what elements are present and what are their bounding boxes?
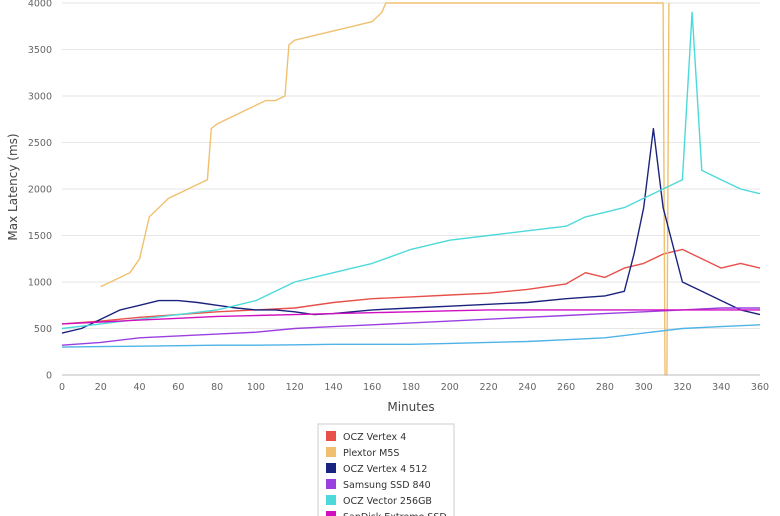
series-line-3	[61, 307, 760, 346]
legend-label: Samsung SSD 840	[343, 480, 431, 491]
x-tick-label: 40	[134, 382, 146, 393]
x-axis-title: Minutes	[387, 400, 434, 414]
x-tick-label: 20	[95, 382, 107, 393]
y-tick-label: 3500	[28, 45, 52, 56]
y-tick-label: 2000	[28, 185, 52, 196]
legend-label: Plextor M5S	[343, 448, 399, 459]
y-tick-label: 3000	[28, 92, 52, 103]
legend-box	[317, 423, 455, 516]
legend-swatch	[326, 495, 336, 505]
x-tick-label: 140	[324, 382, 342, 393]
legend-swatch	[326, 447, 336, 457]
y-tick-label: 2500	[28, 138, 52, 149]
series-line-0	[61, 248, 761, 325]
x-tick-label: 0	[59, 382, 65, 393]
x-tick-label: 320	[673, 382, 691, 393]
y-tick-label: 500	[34, 324, 52, 335]
legend-label: SanDisk Extreme SSD	[343, 512, 447, 516]
x-tick-label: 340	[712, 382, 730, 393]
x-tick-label: 260	[557, 382, 575, 393]
series-line-4	[61, 11, 761, 330]
legend-swatch	[326, 511, 336, 516]
x-tick-labels: 0 20 40 60 80 100 120 140 160 180 200 220 240 260 280 3…	[59, 382, 769, 393]
x-tick-label: 160	[363, 382, 381, 393]
x-tick-label: 60	[172, 382, 184, 393]
x-tick-label: 80	[211, 382, 223, 393]
x-tick-label: 200	[441, 382, 459, 393]
legend-label: OCZ Vertex 4 512	[343, 464, 427, 475]
series-lines	[61, 2, 761, 376]
series-line-1	[100, 2, 670, 376]
y-tick-label: 1500	[28, 231, 52, 242]
gridlines	[62, 2, 760, 329]
legend-swatch	[326, 463, 336, 473]
x-tick-label: 220	[479, 382, 497, 393]
y-tick-label: 0	[46, 371, 52, 382]
x-tick-label: 180	[402, 382, 420, 393]
x-tick-label: 360	[751, 382, 769, 393]
x-tick-label: 240	[518, 382, 536, 393]
legend: OCZ Vertex 4 Plextor M5S OCZ Vertex 4 512 S…	[317, 423, 455, 516]
legend-label: OCZ Vertex 4	[343, 432, 406, 443]
x-tick-label: 120	[286, 382, 304, 393]
y-tick-label: 4000	[28, 0, 52, 10]
series-line-5	[61, 309, 760, 325]
legend-swatch	[326, 479, 336, 489]
series-line-2	[61, 127, 761, 334]
y-tick-label: 1000	[28, 278, 52, 289]
y-axis-title: Max Latency (ms)	[6, 133, 20, 240]
legend-label: OCZ Vector 256GB	[343, 496, 432, 507]
x-tick-label: 100	[247, 382, 265, 393]
x-tick-label: 280	[596, 382, 614, 393]
x-tick-label: 300	[635, 382, 653, 393]
y-tick-labels: 0 500 1000 1500 2000 2500 3000 3500 4000	[28, 0, 52, 382]
series-line-6	[61, 324, 761, 348]
legend-swatch	[326, 431, 336, 441]
